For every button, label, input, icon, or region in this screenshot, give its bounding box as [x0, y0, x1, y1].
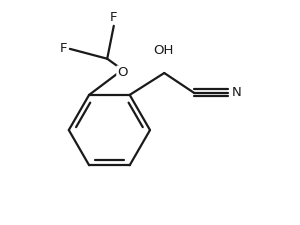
Text: N: N: [232, 86, 242, 99]
Text: F: F: [110, 11, 118, 24]
Text: F: F: [60, 42, 68, 55]
Text: O: O: [117, 67, 128, 79]
Text: OH: OH: [153, 44, 173, 56]
